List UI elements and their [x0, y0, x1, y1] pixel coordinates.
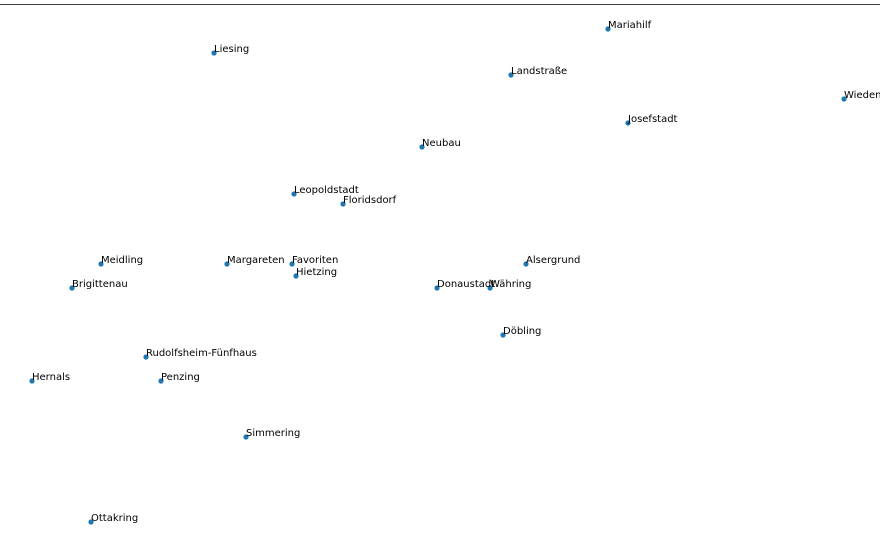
point-label: Donaustadt	[437, 279, 495, 290]
scatter-point	[500, 332, 506, 338]
point-label: Josefstadt	[627, 114, 678, 125]
scatter-point	[605, 26, 611, 32]
scatter-point	[487, 285, 493, 291]
point-label: Liesing	[214, 44, 249, 55]
scatter-point	[340, 201, 346, 207]
point-label: Währing	[490, 279, 531, 290]
point-label: Brigittenau	[72, 279, 128, 290]
scatter-point	[69, 285, 75, 291]
scatter-point	[143, 354, 149, 360]
scatter-point	[243, 434, 249, 440]
point-label: Hernals	[32, 372, 70, 383]
scatter-point	[29, 378, 35, 384]
point-label: Döbling	[503, 326, 541, 337]
scatter-point	[88, 519, 94, 525]
point-label: Favoriten	[292, 255, 338, 266]
point-label: Floridsdorf	[343, 195, 397, 206]
point-label: Ottakring	[91, 513, 138, 524]
scatter-point	[291, 191, 297, 197]
scatter-point	[289, 261, 295, 267]
scatter-point	[841, 96, 847, 102]
scatter-point	[625, 120, 631, 126]
point-label: Landstraße	[511, 66, 567, 77]
point-label: Leopoldstadt	[294, 185, 359, 196]
scatter-point	[211, 50, 217, 56]
point-label: Neubau	[422, 138, 461, 149]
scatter-point	[293, 273, 299, 279]
point-label: Penzing	[161, 372, 200, 383]
point-label: Meidling	[101, 255, 143, 266]
point-label: Simmering	[246, 428, 300, 439]
point-labels: Mariahilf Liesing Landstraße Wieden Josefsta…	[32, 20, 880, 524]
scatter-point	[419, 144, 425, 150]
scatter-point	[434, 285, 440, 291]
point-label: Rudolfsheim-Fünfhaus	[146, 348, 257, 359]
point-label: Margareten	[227, 255, 285, 266]
scatter-point	[508, 72, 514, 78]
point-label: Alsergrund	[526, 255, 580, 266]
point-label: Mariahilf	[608, 20, 652, 31]
scatter-point	[224, 261, 230, 267]
scatter-point	[98, 261, 104, 267]
scatter-point	[158, 378, 164, 384]
point-label: Hietzing	[296, 267, 337, 278]
scatter-point	[523, 261, 529, 267]
scatter-marks	[29, 26, 847, 525]
point-label: Wieden	[844, 90, 880, 101]
